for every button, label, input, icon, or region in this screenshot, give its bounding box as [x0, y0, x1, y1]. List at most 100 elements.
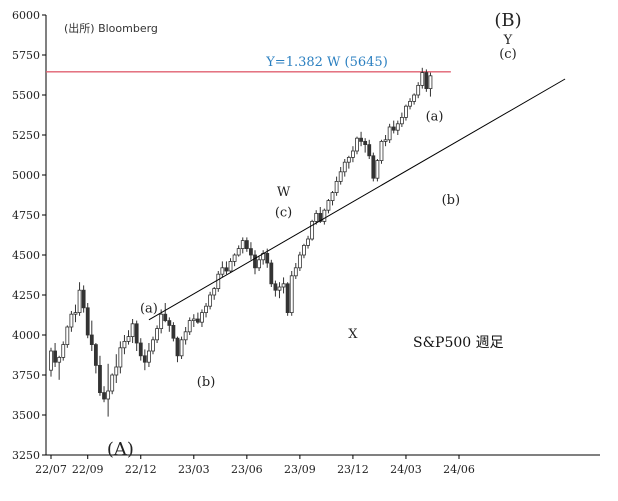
- trend-line-group: [148, 78, 566, 321]
- candle: [249, 242, 253, 260]
- candle: [232, 253, 237, 267]
- candle: [351, 146, 355, 163]
- x-tick-label: 22/07: [35, 463, 67, 476]
- candle: [408, 98, 412, 110]
- wave-label: W: [277, 185, 291, 200]
- candle-body-down: [89, 334, 94, 346]
- candle-body-up: [69, 313, 74, 328]
- x-tick-label: 22/12: [125, 463, 157, 476]
- candle: [314, 210, 319, 225]
- x-tick-label: 23/06: [231, 463, 263, 476]
- candle-body-up: [159, 313, 164, 330]
- candle-body-up: [428, 75, 433, 90]
- y-tick-label: 4000: [12, 329, 40, 342]
- wave-label: (c): [275, 206, 292, 221]
- candle-body-up: [118, 347, 123, 368]
- candle: [187, 317, 192, 335]
- candle: [281, 277, 286, 294]
- candle-body-down: [167, 320, 172, 326]
- candle: [310, 219, 315, 241]
- wave-label: (a): [426, 110, 444, 125]
- candle: [163, 303, 168, 323]
- wave-label: (B): [494, 10, 521, 31]
- candle-body-up: [57, 356, 62, 363]
- candle: [93, 343, 98, 374]
- candle: [424, 69, 429, 92]
- candle-body-up: [208, 294, 213, 307]
- candle: [277, 282, 282, 299]
- candle-body-up: [408, 101, 412, 107]
- y-tick-label: 5500: [12, 89, 40, 102]
- chart-title: S&P500 週足: [413, 335, 504, 351]
- candle: [89, 320, 94, 351]
- candle: [175, 336, 180, 363]
- candle: [167, 317, 172, 332]
- candle: [273, 280, 278, 297]
- candle-body-up: [61, 344, 66, 358]
- wave-label: (a): [140, 302, 158, 317]
- candle: [404, 104, 408, 121]
- candle-body-up: [204, 305, 208, 314]
- candle: [236, 245, 241, 257]
- candle: [65, 325, 70, 348]
- candle-body-down: [134, 323, 139, 344]
- candle-body-up: [322, 209, 327, 222]
- candle: [253, 250, 257, 275]
- candle: [412, 93, 417, 105]
- candle-body-up: [236, 248, 241, 256]
- candle-body-up: [130, 323, 135, 337]
- candle-body-up: [122, 340, 127, 349]
- candle-body-up: [395, 123, 400, 131]
- candle: [387, 123, 392, 143]
- candle: [330, 191, 335, 206]
- y-tick-label: 4250: [12, 289, 40, 302]
- candle: [138, 338, 143, 361]
- candle: [326, 199, 331, 214]
- candle-body-up: [257, 259, 261, 269]
- candle-body-up: [216, 273, 221, 290]
- candle-body-down: [367, 144, 372, 157]
- candle-body-up: [416, 85, 421, 96]
- candle: [208, 291, 213, 310]
- candle-body-up: [379, 140, 384, 161]
- candle: [269, 259, 274, 287]
- candle-body-up: [351, 150, 355, 158]
- candle-body-up: [155, 328, 159, 341]
- candle: [289, 271, 294, 316]
- candle-body-down: [53, 350, 57, 363]
- candle: [159, 309, 164, 334]
- candle-body-up: [289, 275, 294, 313]
- candle-body-down: [371, 155, 376, 179]
- candle: [122, 335, 127, 355]
- candle: [134, 320, 139, 351]
- candle: [114, 354, 119, 383]
- y-tick-label: 3250: [12, 449, 40, 462]
- candle-body-up: [151, 339, 155, 352]
- candle: [110, 373, 115, 395]
- y-tick-label: 3500: [12, 409, 40, 422]
- candle: [61, 341, 66, 361]
- wave-labels: (A)(a)(b)W(c)X(a)(b)(B)Y(c): [107, 10, 522, 460]
- candle: [371, 152, 376, 182]
- candle: [130, 319, 135, 343]
- candle-body-down: [391, 126, 396, 131]
- candle-body-up: [302, 244, 306, 256]
- candle-body-up: [306, 238, 310, 246]
- candle-body-up: [420, 72, 425, 86]
- candle-body-up: [346, 156, 351, 163]
- candle: [220, 261, 225, 278]
- candle: [57, 355, 62, 380]
- candle-body-up: [326, 200, 331, 211]
- candle-body-up: [297, 254, 302, 269]
- candle-body-up: [338, 171, 343, 182]
- candle: [81, 285, 86, 313]
- candle-body-up: [49, 350, 53, 371]
- candle-body-down: [363, 140, 368, 145]
- candle: [183, 327, 188, 345]
- candle-body-up: [330, 192, 335, 202]
- candle-body-down: [253, 254, 257, 269]
- y-tick-label: 6000: [12, 9, 40, 22]
- candle: [244, 237, 249, 252]
- candle: [73, 304, 78, 323]
- candle-body-down: [318, 212, 323, 222]
